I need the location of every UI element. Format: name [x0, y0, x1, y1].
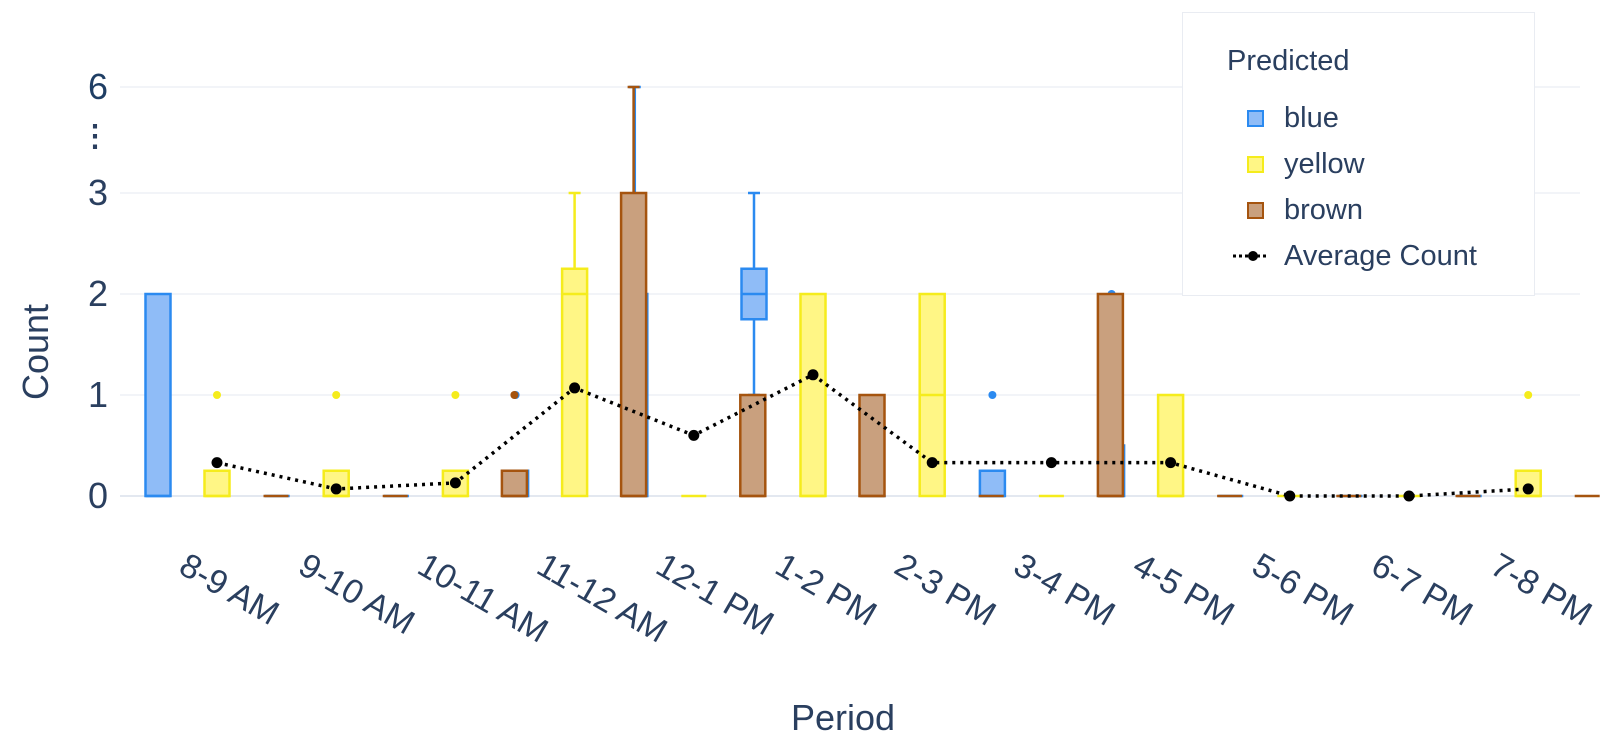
- average-count-point: [330, 483, 342, 495]
- average-count-line: [216, 372, 1529, 498]
- box-blue: [978, 391, 1007, 498]
- box-brown: [858, 393, 886, 498]
- x-tick-label: 9-10 AM: [292, 546, 421, 642]
- box-brown: [1096, 292, 1125, 498]
- legend: Predicted blue yellow brown Average Coun…: [1182, 12, 1535, 296]
- legend-label-yellow: yellow: [1284, 147, 1365, 180]
- average-count-point: [1284, 490, 1296, 502]
- average-count-point: [1165, 457, 1177, 469]
- box-body: [858, 393, 886, 498]
- outlier-point: [332, 391, 341, 399]
- x-tick-label: 2-3 PM: [888, 546, 1002, 634]
- box-body: [619, 191, 648, 498]
- box-brown: [500, 391, 529, 498]
- average-count-point: [807, 369, 819, 381]
- legend-swatch-yellow: [1247, 155, 1264, 173]
- legend-swatch-blue: [1247, 109, 1264, 127]
- y-tick-label: 6: [88, 66, 108, 107]
- box-body: [799, 292, 827, 498]
- x-tick-label: 10-11 AM: [411, 546, 554, 650]
- box-yellow: [799, 292, 827, 498]
- box-blue: [740, 191, 768, 397]
- y-axis-title: Count: [15, 304, 56, 400]
- y-tick-label: 0: [88, 475, 108, 516]
- legend-item-average[interactable]: Average Count: [1227, 239, 1477, 273]
- y-tick-labels: 0 1 2 3 6: [88, 66, 108, 516]
- box-yellow: [560, 191, 589, 498]
- x-tick-label: 6-7 PM: [1365, 546, 1479, 634]
- average-count-point: [211, 457, 223, 469]
- y-tick-label: 1: [88, 374, 108, 415]
- box-body: [144, 292, 172, 498]
- legend-item-yellow[interactable]: yellow: [1227, 147, 1365, 181]
- box-body: [500, 469, 529, 498]
- average-count-point: [569, 382, 581, 394]
- box-body: [739, 393, 767, 498]
- x-tick-label: 12-1 PM: [650, 546, 780, 643]
- legend-item-blue[interactable]: blue: [1227, 101, 1339, 135]
- box-series: [144, 85, 1600, 498]
- average-count-point: [1045, 457, 1057, 469]
- box-yellow: [322, 391, 350, 498]
- x-tick-label: 5-6 PM: [1246, 546, 1360, 634]
- x-tick-label: 7-8 PM: [1484, 546, 1598, 634]
- average-line-layer: [211, 369, 1534, 502]
- x-axis-title: Period: [791, 697, 895, 738]
- x-tick-label: 4-5 PM: [1127, 546, 1241, 634]
- x-tick-label: 11-12 AM: [531, 546, 674, 650]
- outlier-point: [451, 391, 460, 399]
- box-brown: [739, 393, 767, 498]
- average-count-point: [926, 457, 938, 469]
- box-yellow: [1514, 391, 1542, 498]
- box-body: [203, 469, 231, 498]
- outlier-point: [988, 391, 997, 399]
- legend-title: Predicted: [1227, 45, 1350, 77]
- box-body: [1156, 393, 1185, 498]
- legend-label-blue: blue: [1284, 101, 1339, 134]
- box-body: [560, 267, 589, 498]
- average-count-point: [688, 429, 700, 441]
- average-count-point: [1403, 490, 1415, 502]
- x-tick-label: 1-2 PM: [769, 546, 883, 634]
- x-tick-label: 8-9 AM: [173, 546, 285, 633]
- box-body: [1096, 292, 1125, 498]
- x-tick-label: 3-4 PM: [1007, 546, 1121, 634]
- legend-item-brown[interactable]: brown: [1227, 193, 1363, 227]
- legend-swatch-average: [1231, 251, 1271, 261]
- box-yellow: [441, 391, 470, 498]
- box-blue: [144, 292, 172, 498]
- box-brown: [619, 85, 648, 498]
- average-count-point: [449, 477, 461, 489]
- outlier-point: [1524, 391, 1533, 399]
- y-axis-break: ⋮: [80, 120, 110, 153]
- outlier-point: [510, 391, 519, 399]
- y-tick-label: 2: [88, 273, 108, 314]
- y-tick-label: 3: [88, 172, 108, 213]
- legend-label-average: Average Count: [1284, 239, 1477, 272]
- legend-swatch-brown: [1247, 201, 1264, 219]
- average-count-point: [1522, 483, 1534, 495]
- box-yellow: [203, 391, 231, 498]
- box-body: [978, 469, 1007, 498]
- outlier-point: [213, 391, 221, 399]
- box-yellow: [1156, 393, 1185, 498]
- legend-label-brown: brown: [1284, 193, 1363, 226]
